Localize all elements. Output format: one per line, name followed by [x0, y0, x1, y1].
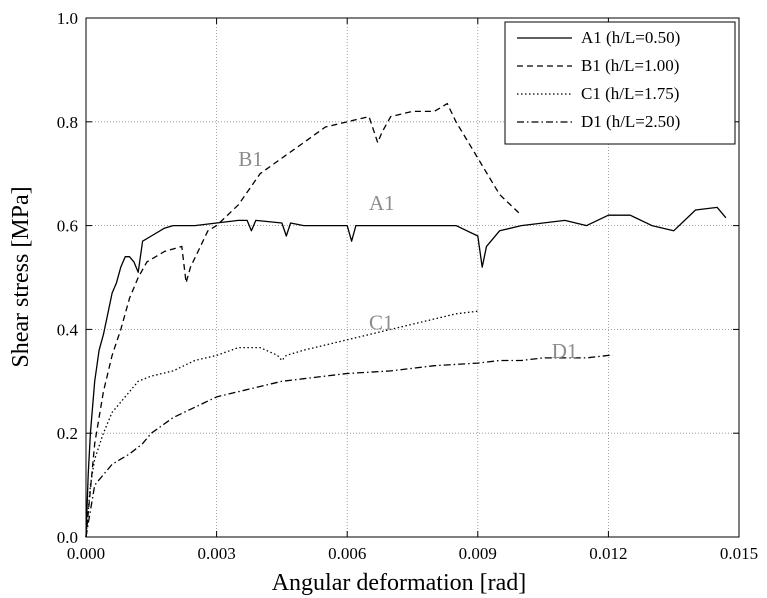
- series-line-d1: [85, 354, 613, 538]
- tick-labels: 0.000 0.003 0.006 0.009 0.012 0.015 0.0 0.2 0.4 0…: [57, 9, 758, 563]
- x-tick-label: 0.006: [328, 544, 366, 563]
- x-tick-label: 0.000: [67, 544, 105, 563]
- x-tick-label: 0.009: [459, 544, 497, 563]
- series-annotation-c1: C1: [369, 310, 394, 334]
- legend-entry-c1: C1 (h/L=1.75): [581, 84, 679, 103]
- series-annotation-a1: A1: [369, 191, 395, 215]
- y-axis-label: Shear stress [MPa]: [8, 186, 34, 367]
- series-annotation-b1: B1: [238, 147, 263, 171]
- series-line-b1: [85, 102, 522, 538]
- x-axis-label: Angular deformation [rad]: [272, 570, 527, 596]
- series-line-a1: [85, 206, 727, 538]
- y-tick-label: 0.6: [57, 217, 78, 236]
- x-tick-label: 0.003: [197, 544, 235, 563]
- x-tick-label: 0.015: [720, 544, 758, 563]
- y-tick-label: 1.0: [57, 9, 78, 28]
- legend-entry-d1: D1 (h/L=2.50): [581, 112, 680, 131]
- legend-box: [504, 21, 736, 145]
- series-line-c1: [85, 310, 478, 538]
- series-layer: [85, 102, 727, 538]
- y-tick-label: 0.2: [57, 424, 78, 443]
- legend-entry-a1: A1 (h/L=0.50): [581, 28, 680, 47]
- series-annotation-d1: D1: [552, 339, 578, 363]
- legend: A1 (h/L=0.50) B1 (h/L=1.00) C1 (h/L=1.75) D…: [504, 21, 736, 145]
- plot-frame: [85, 17, 740, 538]
- y-tick-label: 0.0: [57, 528, 78, 547]
- annotations: B1 A1 C1 D1: [238, 147, 577, 363]
- y-tick-label: 0.8: [57, 113, 78, 132]
- legend-entry-b1: B1 (h/L=1.00): [581, 56, 679, 75]
- x-tick-label: 0.012: [589, 544, 627, 563]
- y-tick-label: 0.4: [57, 320, 79, 339]
